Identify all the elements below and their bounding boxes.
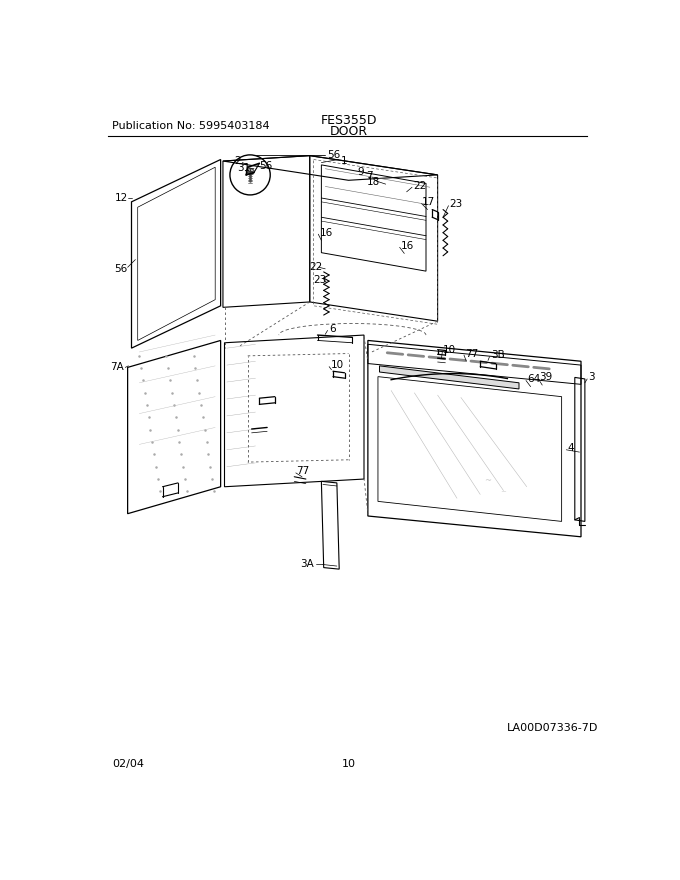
Text: 12: 12 xyxy=(114,193,128,203)
Text: 10: 10 xyxy=(443,346,456,356)
Text: 77: 77 xyxy=(464,348,478,358)
Text: 10: 10 xyxy=(330,360,344,370)
Text: 77: 77 xyxy=(296,466,310,476)
Text: 3A: 3A xyxy=(301,559,314,568)
Text: FES355D: FES355D xyxy=(320,114,377,128)
Text: 56: 56 xyxy=(259,161,273,171)
Text: 16: 16 xyxy=(320,228,333,238)
Text: LA00D07336-7D: LA00D07336-7D xyxy=(507,722,599,733)
Text: 22: 22 xyxy=(309,262,322,272)
Text: 7A: 7A xyxy=(111,363,124,372)
Polygon shape xyxy=(379,366,519,389)
Text: 3B: 3B xyxy=(491,350,505,360)
Text: 6: 6 xyxy=(329,324,336,334)
Text: ~: ~ xyxy=(500,489,507,495)
Text: 23: 23 xyxy=(449,199,462,209)
Text: 17: 17 xyxy=(422,197,435,207)
Text: 31: 31 xyxy=(237,163,250,173)
Text: 56: 56 xyxy=(328,150,341,160)
Text: 02/04: 02/04 xyxy=(112,759,144,769)
Text: 1: 1 xyxy=(341,156,347,166)
Ellipse shape xyxy=(246,169,254,173)
Text: 9: 9 xyxy=(358,167,364,177)
Text: 23: 23 xyxy=(313,275,327,284)
Text: 16: 16 xyxy=(401,241,414,251)
Text: 18: 18 xyxy=(367,177,379,187)
Text: 39: 39 xyxy=(539,372,552,383)
Text: 4: 4 xyxy=(567,444,574,453)
Text: Publication No: 5995403184: Publication No: 5995403184 xyxy=(112,121,270,130)
Text: DOOR: DOOR xyxy=(329,124,368,137)
Text: 56: 56 xyxy=(114,264,128,274)
Text: 64: 64 xyxy=(527,374,540,384)
Text: 10: 10 xyxy=(341,759,356,769)
Text: ~: ~ xyxy=(484,476,492,485)
Text: 7: 7 xyxy=(367,172,373,181)
Text: 2: 2 xyxy=(235,156,241,166)
Text: 22: 22 xyxy=(413,180,426,191)
Text: 3: 3 xyxy=(588,372,594,383)
